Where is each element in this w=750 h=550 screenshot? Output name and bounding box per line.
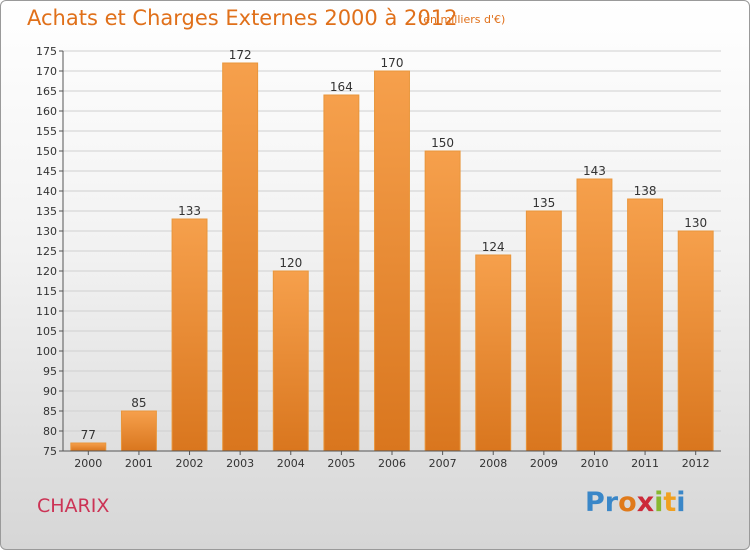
bar — [120, 410, 157, 452]
bar-value-label: 150 — [431, 136, 454, 150]
y-tick-label: 80 — [43, 425, 57, 438]
y-tick-label: 130 — [36, 225, 57, 238]
y-tick-label: 95 — [43, 365, 57, 378]
x-tick-label: 2008 — [479, 457, 507, 470]
bar — [475, 254, 512, 452]
bar — [576, 178, 613, 452]
proxiti-logo: Proxiti — [585, 487, 686, 518]
y-tick-label: 140 — [36, 185, 57, 198]
bar — [525, 210, 562, 452]
bar-value-label: 77 — [81, 428, 96, 442]
y-tick-label: 110 — [36, 305, 57, 318]
y-tick-label: 90 — [43, 385, 57, 398]
bar — [627, 198, 664, 452]
x-tick-label: 2011 — [631, 457, 659, 470]
y-tick-label: 100 — [36, 345, 57, 358]
x-tick-label: 2007 — [429, 457, 457, 470]
x-tick-label: 2010 — [580, 457, 608, 470]
x-tick-label: 2012 — [682, 457, 710, 470]
bar-value-label: 130 — [684, 216, 707, 230]
logo-letter: x — [636, 487, 655, 518]
bar-value-label: 120 — [279, 256, 302, 270]
x-tick-label: 2009 — [530, 457, 558, 470]
bar — [677, 230, 714, 452]
y-tick-label: 120 — [36, 265, 57, 278]
bar-value-label: 143 — [583, 164, 606, 178]
chart-title: Achats et Charges Externes 2000 à 2012 — [27, 6, 458, 30]
y-tick-label: 165 — [36, 85, 57, 98]
bar-value-label: 170 — [381, 56, 404, 70]
y-tick-label: 175 — [36, 45, 57, 58]
bar — [374, 70, 410, 452]
bar-value-label: 138 — [634, 184, 657, 198]
logo-letter: P — [585, 487, 605, 518]
bars: 77 85 133 172 120 164 170 150 124 135 143 138 130 — [70, 48, 714, 452]
bar-value-label: 85 — [131, 396, 146, 410]
y-tick-label: 115 — [36, 285, 57, 298]
bar-value-label: 164 — [330, 80, 353, 94]
bar-value-label: 135 — [532, 196, 555, 210]
commune-name: CHARIX — [37, 495, 110, 517]
y-tick-label: 75 — [43, 445, 57, 458]
bar — [222, 62, 259, 452]
y-tick-label: 135 — [36, 205, 57, 218]
x-tick-label: 2006 — [378, 457, 406, 470]
y-tick-label: 155 — [36, 125, 57, 138]
bar-value-label: 133 — [178, 204, 201, 218]
logo-letter: r — [604, 487, 619, 518]
x-tick-label: 2005 — [327, 457, 355, 470]
logo-letter: t — [663, 487, 677, 518]
y-tick-label: 105 — [36, 325, 57, 338]
x-tick-label: 2003 — [226, 457, 254, 470]
y-tick-label: 150 — [36, 145, 57, 158]
x-tick-label: 2001 — [125, 457, 153, 470]
y-tick-label: 85 — [43, 405, 57, 418]
x-tick-label: 2000 — [74, 457, 102, 470]
bar — [70, 442, 107, 452]
bar — [323, 94, 360, 452]
x-tick-label: 2002 — [176, 457, 204, 470]
y-tick-label: 170 — [36, 65, 57, 78]
axes: 75 80 85 90 95 100 105 110 115 120 125 130 135 140 145… — [36, 45, 721, 470]
chart-subtitle: (en milliers d'€) — [419, 13, 506, 26]
bar-value-label: 172 — [229, 48, 252, 62]
x-tick-label: 2004 — [277, 457, 305, 470]
bar — [272, 270, 309, 452]
y-tick-label: 125 — [36, 245, 57, 258]
logo-letter: i — [676, 487, 686, 518]
bar — [171, 218, 208, 452]
logo-letter: i — [654, 487, 664, 518]
logo-letter: o — [618, 487, 637, 518]
bar-value-label: 124 — [482, 240, 505, 254]
y-tick-label: 160 — [36, 105, 57, 118]
bar — [424, 150, 461, 452]
y-tick-label: 145 — [36, 165, 57, 178]
